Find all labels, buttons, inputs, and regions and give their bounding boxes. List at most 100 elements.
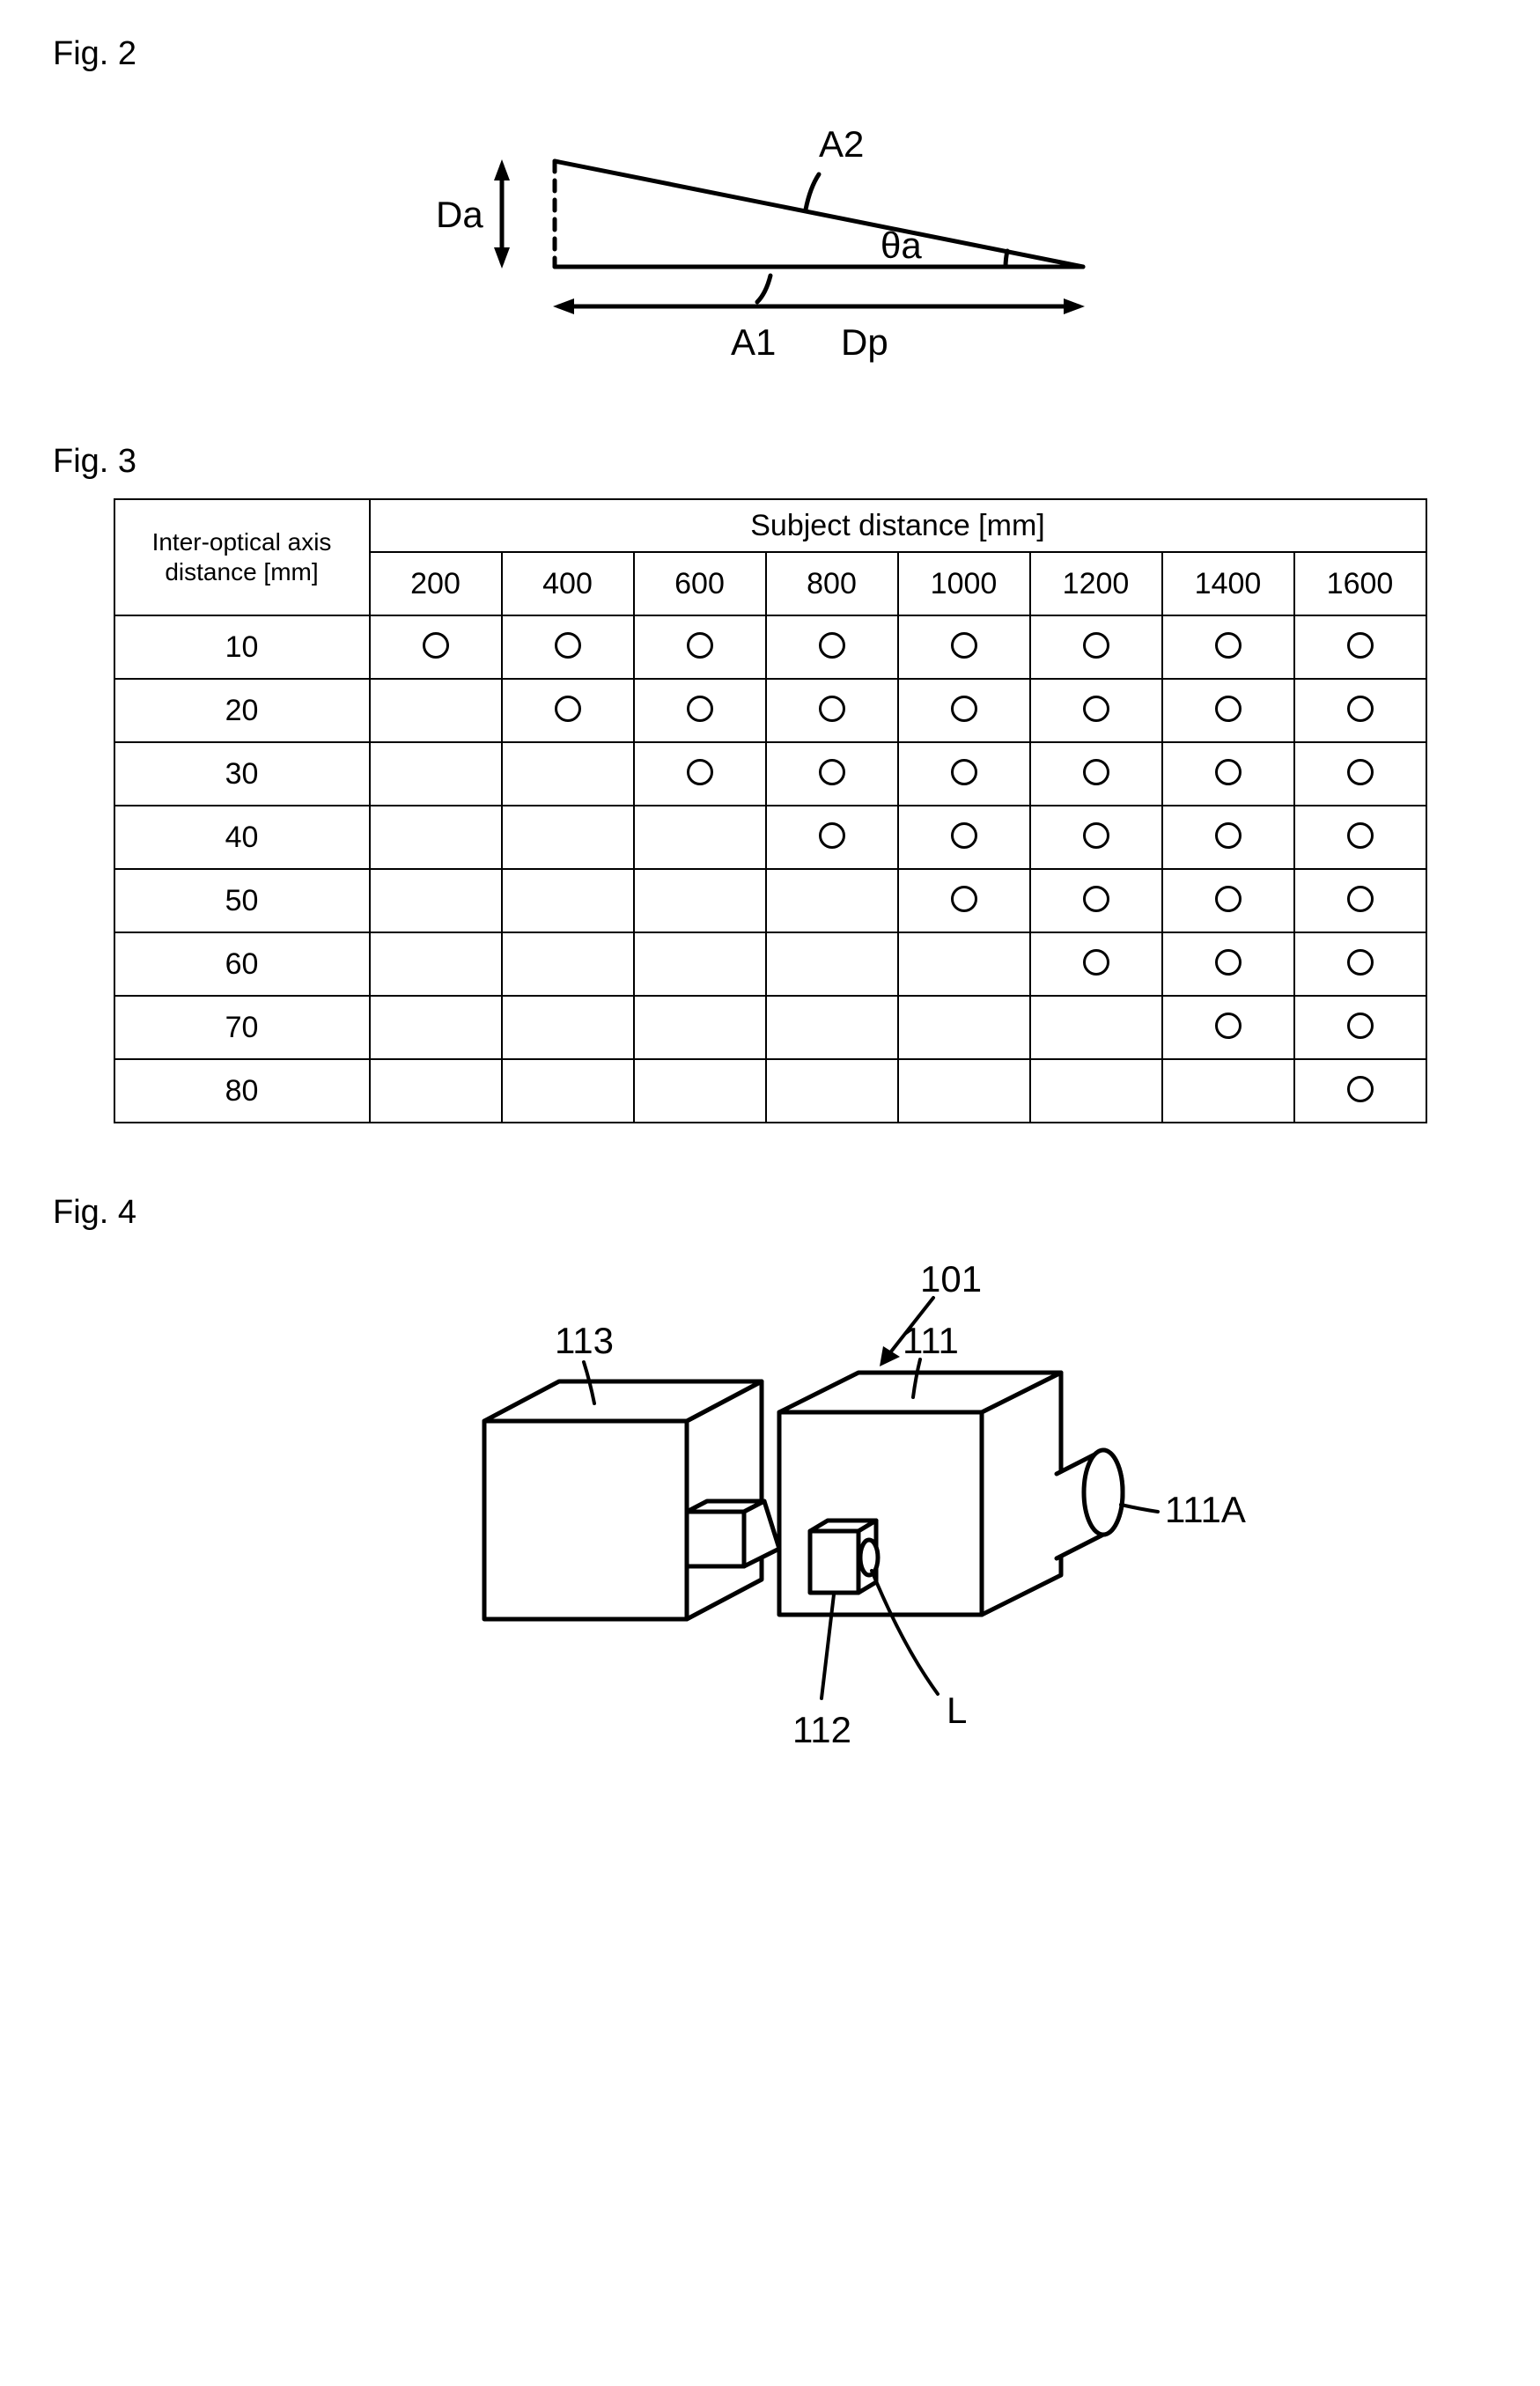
table-cell [1294, 806, 1426, 869]
label-112: 112 [792, 1709, 851, 1750]
table-row: 80 [114, 1059, 1426, 1123]
circle-mark-icon [1083, 632, 1109, 659]
label-113: 113 [555, 1320, 614, 1361]
circle-mark-icon [1347, 1076, 1374, 1102]
table-cell [766, 806, 898, 869]
table-cell [370, 806, 502, 869]
label-111: 111 [903, 1320, 959, 1361]
table-cell [898, 1059, 1030, 1123]
table-cell [766, 869, 898, 932]
table-cell [1030, 742, 1162, 806]
circle-mark-icon [951, 759, 977, 785]
table-cell [766, 679, 898, 742]
table-cell [898, 679, 1030, 742]
circle-mark-icon [1347, 1013, 1374, 1039]
circle-mark-icon [951, 822, 977, 849]
table-cell [1294, 996, 1426, 1059]
table-cell [766, 615, 898, 679]
table-cell [1030, 932, 1162, 996]
fig3-label: Fig. 3 [53, 443, 1487, 481]
circle-mark-icon [1215, 949, 1242, 976]
table-cell [1030, 1059, 1162, 1123]
table-cell [1294, 615, 1426, 679]
table-cell [370, 615, 502, 679]
circle-mark-icon [1215, 1013, 1242, 1039]
table-cell [502, 742, 634, 806]
da-arrow-down [494, 247, 510, 269]
table-cell [370, 679, 502, 742]
lens-l [860, 1540, 878, 1575]
circle-mark-icon [1347, 822, 1374, 849]
label-a2: A2 [819, 123, 864, 165]
table-cell [1294, 679, 1426, 742]
circle-mark-icon [1083, 759, 1109, 785]
leader-111a [1121, 1505, 1158, 1512]
table-cell [1162, 1059, 1294, 1123]
fig4-svg: 101 113 111 111A 112 L [286, 1249, 1255, 1795]
row-header: 40 [114, 806, 370, 869]
circle-mark-icon [555, 632, 581, 659]
table-cell [502, 1059, 634, 1123]
col-header: 400 [502, 552, 634, 615]
table-cell [634, 806, 766, 869]
fig3-table: Inter-optical axis distance [mm] Subject… [114, 498, 1427, 1123]
table-cell [1294, 1059, 1426, 1123]
table-cell [502, 806, 634, 869]
table-row: 20 [114, 679, 1426, 742]
table-cell [370, 742, 502, 806]
cube-113-front [484, 1421, 687, 1619]
table-cell [502, 869, 634, 932]
circle-mark-icon [819, 759, 845, 785]
table-cell [634, 679, 766, 742]
table-row: 40 [114, 806, 1426, 869]
row-header: 80 [114, 1059, 370, 1123]
circle-mark-icon [1215, 632, 1242, 659]
table-cell [898, 932, 1030, 996]
table-cell [1030, 869, 1162, 932]
col-header: 1400 [1162, 552, 1294, 615]
circle-mark-icon [951, 886, 977, 912]
fig4-section: Fig. 4 [53, 1194, 1487, 1795]
row-header: 50 [114, 869, 370, 932]
col-header: 1000 [898, 552, 1030, 615]
col-header: 600 [634, 552, 766, 615]
table-cell [634, 615, 766, 679]
circle-mark-icon [687, 632, 713, 659]
table-cell [766, 742, 898, 806]
cube-111-right [982, 1373, 1061, 1615]
table-cell [370, 996, 502, 1059]
table-cell [898, 996, 1030, 1059]
table-row: 60 [114, 932, 1426, 996]
label-theta: θa [881, 225, 922, 266]
table-cell [1030, 996, 1162, 1059]
table-cell [634, 1059, 766, 1123]
col-header-title: Subject distance [mm] [370, 499, 1426, 552]
fig3-table-container: Inter-optical axis distance [mm] Subject… [53, 498, 1487, 1123]
circle-mark-icon [1347, 696, 1374, 722]
fig3-section: Fig. 3 Inter-optical axis distance [mm] … [53, 443, 1487, 1123]
table-row: 50 [114, 869, 1426, 932]
row-header: 10 [114, 615, 370, 679]
table-row: 10 [114, 615, 1426, 679]
circle-mark-icon [1083, 822, 1109, 849]
fig4-label: Fig. 4 [53, 1194, 1487, 1232]
circle-mark-icon [819, 696, 845, 722]
table-cell [898, 615, 1030, 679]
table-cell [502, 615, 634, 679]
connector-front [687, 1512, 744, 1566]
circle-mark-icon [1083, 696, 1109, 722]
table-cell [1162, 615, 1294, 679]
col-header: 200 [370, 552, 502, 615]
table-cell [502, 996, 634, 1059]
circle-mark-icon [1347, 886, 1374, 912]
arrow-101-head [880, 1346, 900, 1366]
row-header: 30 [114, 742, 370, 806]
table-cell [370, 932, 502, 996]
table-cell [1294, 742, 1426, 806]
fig2-diagram-container: Da A2 θa Dp A1 [53, 91, 1487, 372]
circle-mark-icon [1083, 949, 1109, 976]
table-cell [1294, 869, 1426, 932]
col-header: 800 [766, 552, 898, 615]
row-header: 60 [114, 932, 370, 996]
circle-mark-icon [1347, 949, 1374, 976]
